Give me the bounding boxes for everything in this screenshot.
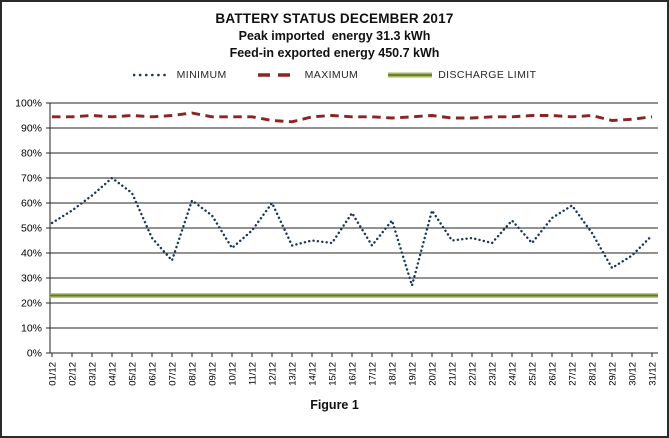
y-tick-label: 90% [21, 123, 42, 135]
y-tick-label: 0% [27, 348, 42, 360]
x-tick-label: 31/12 [648, 362, 659, 386]
x-tick-label: 28/12 [588, 362, 599, 386]
plot-area-wrapper: 0% 10% 20% 30% 40% 50% 60% 70% 80% 90% 100% 01/12 02… [2, 93, 667, 398]
x-tick-label: 03/12 [88, 362, 99, 386]
x-tick-label: 23/12 [488, 362, 499, 386]
y-tick-label: 100% [15, 98, 42, 110]
y-tick-label: 10% [21, 323, 42, 335]
x-tick-label: 06/12 [148, 362, 159, 386]
x-tick-label: 24/12 [508, 362, 519, 386]
chart-subtitle-feedin-exported: Feed-in exported energy 450.7 kWh [229, 46, 440, 60]
chart-subtitle-peak-imported: Peak imported energy 31.3 kWh [238, 29, 431, 43]
x-tick-label: 05/12 [128, 362, 139, 386]
chart-svg: 0% 10% 20% 30% 40% 50% 60% 70% 80% 90% 100% 01/12 02… [15, 98, 659, 386]
figure-caption: Figure 1 [310, 398, 359, 412]
x-tick-label: 25/12 [528, 362, 539, 386]
x-tick-label: 14/12 [308, 362, 319, 386]
minimum-line-swatch-icon [132, 73, 171, 77]
y-tick-label: 80% [21, 148, 42, 160]
y-tick-label: 20% [21, 298, 42, 310]
y-tick-label: 70% [21, 173, 42, 185]
x-tick-label: 26/12 [548, 362, 559, 386]
x-tick-label: 21/12 [448, 362, 459, 386]
x-tick-label: 20/12 [428, 362, 439, 386]
legend-item-maximum: MAXIMUM [257, 69, 359, 81]
x-tick-label: 19/12 [408, 362, 419, 386]
maximum-series-line [52, 111, 653, 124]
maximum-line-swatch-icon [257, 73, 298, 77]
x-tick-label: 18/12 [388, 362, 399, 386]
legend-item-minimum: MINIMUM [132, 69, 227, 81]
x-tick-label: 15/12 [328, 362, 339, 386]
x-tick-label: 17/12 [368, 362, 379, 386]
x-tick-label: 11/12 [248, 362, 259, 385]
y-tick-label: 60% [21, 198, 42, 210]
x-tick-label: 29/12 [608, 362, 619, 386]
x-tick-label: 08/12 [188, 362, 199, 386]
x-tick-label: 02/12 [68, 362, 79, 386]
x-tick-label: 22/12 [468, 362, 479, 386]
chart-legend: MINIMUM MAXIMUM DISCHARGE LIMIT [2, 69, 667, 81]
x-tick-label: 30/12 [628, 362, 639, 386]
minimum-series-line [50, 176, 654, 287]
x-tick-label: 12/12 [268, 362, 279, 386]
x-tick-label: 16/12 [348, 362, 359, 386]
x-tick-label: 27/12 [568, 362, 579, 386]
y-tick-label: 40% [21, 248, 42, 260]
legend-label-maximum: MAXIMUM [304, 69, 359, 81]
legend-label-discharge-limit: DISCHARGE LIMIT [438, 69, 537, 81]
chart-title: BATTERY STATUS DECEMBER 2017 [215, 11, 454, 26]
x-tick-label: 13/12 [288, 362, 299, 386]
x-tick-label: 04/12 [108, 362, 119, 386]
x-tick-label: 10/12 [228, 362, 239, 386]
x-tick-label: 01/12 [48, 362, 59, 386]
x-tick-label: 09/12 [208, 362, 219, 386]
y-tick-label: 30% [21, 273, 42, 285]
x-tick-label: 07/12 [168, 362, 179, 386]
discharge-limit-swatch-icon [388, 72, 433, 78]
legend-item-discharge-limit: DISCHARGE LIMIT [388, 69, 536, 81]
y-tick-label: 50% [21, 223, 42, 235]
legend-label-minimum: MINIMUM [176, 69, 227, 81]
